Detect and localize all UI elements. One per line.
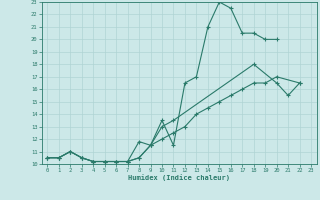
X-axis label: Humidex (Indice chaleur): Humidex (Indice chaleur) <box>128 175 230 181</box>
